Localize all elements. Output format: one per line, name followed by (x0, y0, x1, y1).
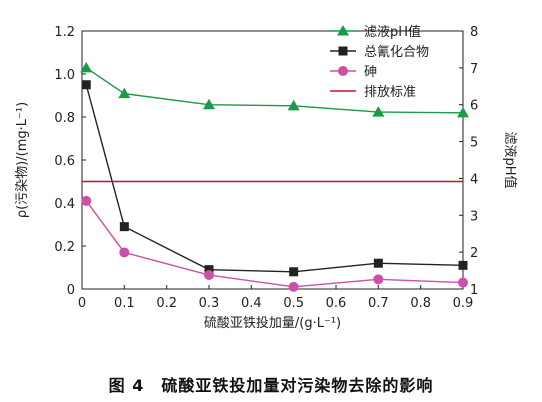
x-tick-label: 0 (78, 296, 86, 311)
x-tick-label: 0.4 (241, 296, 262, 311)
marker-triangle (337, 25, 349, 36)
legend-item: 滤液pH值 (330, 24, 421, 40)
marker-circle (338, 66, 348, 76)
marker-circle (373, 274, 384, 285)
legend-item: 砷 (330, 65, 377, 80)
legend-label: 滤液pH值 (364, 24, 421, 40)
marker-circle (81, 195, 92, 206)
x-tick-label: 0.9 (453, 296, 474, 311)
y-left-tick-label: 1.0 (54, 68, 75, 83)
series-line (85, 200, 464, 288)
y-left-tick-label: 0.4 (54, 197, 75, 212)
x-tick-label: 0.1 (114, 296, 135, 311)
marker-circle (119, 247, 130, 258)
y-left-tick-label: 1.2 (54, 25, 75, 40)
series-layer (80, 61, 469, 292)
series-1 (81, 80, 468, 277)
y-left-tick-label: 0.2 (54, 240, 75, 255)
y-left-tick-label: 0 (67, 283, 75, 298)
y-right-tick-label: 5 (470, 136, 478, 151)
marker-triangle (203, 98, 215, 110)
marker-square (289, 267, 299, 277)
x-tick-label: 0.5 (283, 296, 304, 311)
y-axis-right-label: 滤液pH值 (502, 131, 518, 188)
marker-circle (458, 277, 468, 288)
y-left-tick-label: 0.6 (54, 154, 75, 169)
x-tick-label: 0.8 (410, 296, 431, 311)
marker-triangle (457, 106, 469, 118)
x-tick-label: 0.6 (326, 296, 347, 311)
y-right-tick-label: 6 (470, 99, 478, 114)
y-right-tick-label: 7 (470, 62, 478, 77)
marker-circle (204, 270, 214, 281)
chart-svg: 0 0.1 0.2 0.3 0.4 0.5 0.6 0.7 0.8 0.9 0 0.2 0.4 0.6 0.… (15, 24, 518, 331)
legend-label: 总氰化合物 (364, 44, 429, 60)
x-axis-label: 硫酸亚铁投加量/(g·L⁻¹) (204, 315, 341, 331)
marker-square (81, 80, 91, 90)
y-right-tick-label: 3 (470, 209, 478, 224)
x-tick-label: 0.3 (199, 296, 220, 311)
figure-caption: 图 4 硫酸亚铁投加量对污染物去除的影响 (108, 376, 434, 395)
marker-circle (288, 281, 299, 292)
plot-area (81, 30, 464, 290)
y-left-tick-label: 0.8 (54, 111, 75, 126)
y-right-tick-label: 2 (470, 246, 478, 261)
series-0 (80, 61, 469, 118)
series-line (85, 84, 464, 273)
y-right-tick-label: 4 (470, 172, 478, 187)
y-right-tick-label: 8 (470, 25, 478, 40)
y-axis-left-label: ρ(污染物)/(mg·L⁻¹) (15, 102, 30, 218)
x-tick-label: 0.2 (156, 296, 177, 311)
plot-frame (81, 30, 464, 290)
legend-item: 总氰化合物 (330, 44, 429, 60)
marker-triangle (372, 106, 385, 117)
y-right-tick-label: 1 (470, 283, 478, 298)
series-line (85, 67, 464, 114)
marker-square (204, 265, 214, 275)
series-2 (81, 195, 468, 292)
axes: 0 0.1 0.2 0.3 0.4 0.5 0.6 0.7 0.8 0.9 0 0.2 0.4 0.6 0.… (54, 25, 478, 311)
marker-square (119, 222, 129, 232)
marker-square (338, 46, 348, 56)
legend-label: 排放标准 (364, 85, 416, 100)
marker-triangle (80, 61, 93, 73)
x-tick-label: 0.7 (368, 296, 389, 311)
marker-square (373, 258, 383, 268)
marker-square (458, 260, 468, 270)
marker-triangle (118, 87, 131, 99)
marker-triangle (287, 99, 300, 111)
legend-label: 砷 (364, 65, 377, 80)
legend-item: 排放标准 (330, 85, 416, 100)
